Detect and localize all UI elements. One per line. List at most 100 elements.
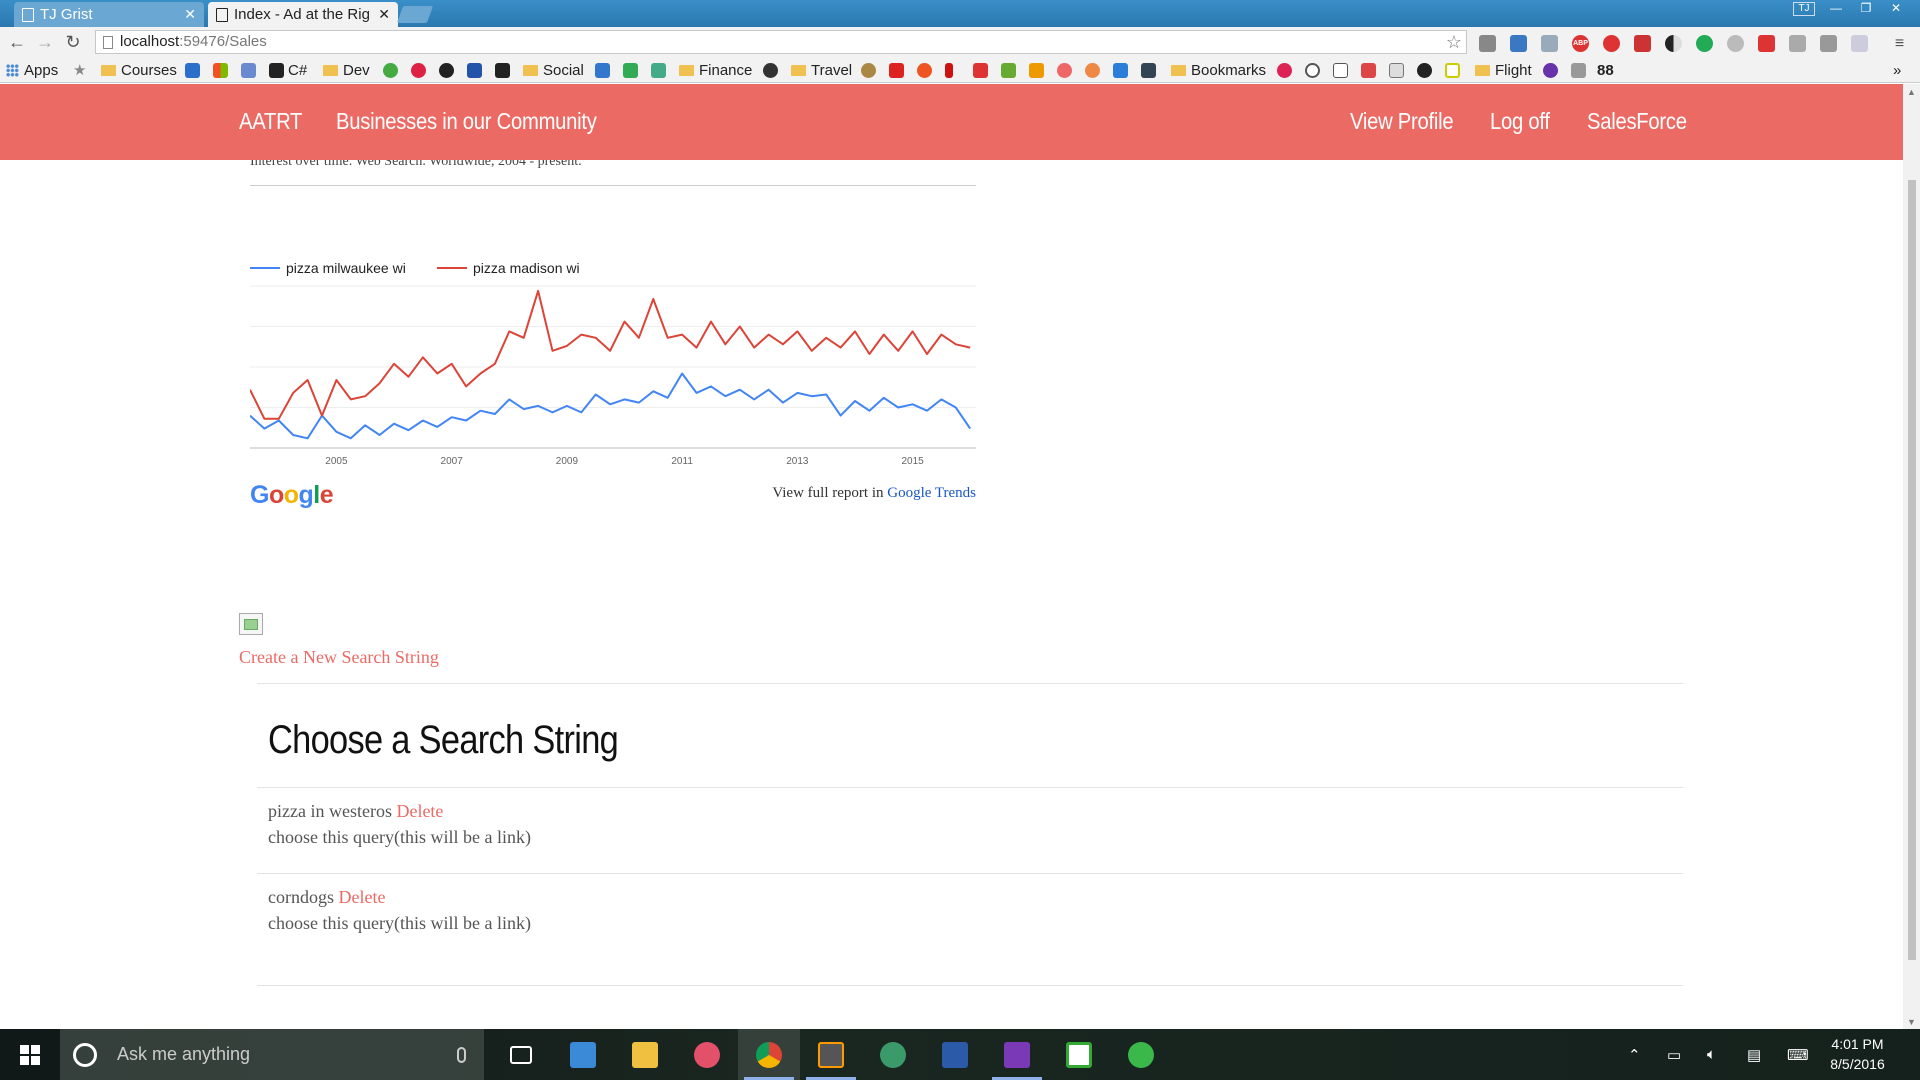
keyboard-icon[interactable]: ⌨︎ [1787,1047,1809,1064]
bookmark-nyt[interactable] [763,61,778,79]
close-icon[interactable]: ✕ [378,6,390,22]
bookmark-courses[interactable]: Courses [101,61,177,79]
atom-icon[interactable] [862,1029,924,1080]
bookmark-icon-18[interactable] [1445,61,1460,79]
pocket-extension-icon[interactable] [1603,35,1620,52]
bookmark-mail[interactable] [241,61,256,79]
bookmark-icon-17[interactable] [1417,61,1432,79]
visual-studio-icon[interactable] [986,1029,1048,1080]
bookmark-travel[interactable]: Travel [791,61,852,79]
vertical-scrollbar[interactable]: ▲ ▼ [1903,84,1920,1029]
itunes-icon[interactable] [676,1029,738,1080]
bookmark-icon-19[interactable] [1543,61,1558,79]
close-icon[interactable]: ✕ [184,6,196,22]
address-bar[interactable]: localhost:59476/Sales ☆ [95,30,1467,54]
bookmark-maps[interactable] [651,61,666,79]
m-extension-icon[interactable] [1851,35,1868,52]
cortana-search-box[interactable]: Ask me anything [60,1029,484,1080]
bookmark-icon-12[interactable] [1085,61,1100,79]
bookmark-star[interactable]: ★ [73,61,86,79]
youtube-extension-icon[interactable] [1634,35,1651,52]
bookmark-youtube[interactable] [889,61,904,79]
bookmark-star-icon[interactable]: ☆ [1445,32,1462,52]
sublime-icon[interactable] [800,1029,862,1080]
network-app-icon[interactable] [552,1029,614,1080]
bookmark-icon-7[interactable] [861,61,876,79]
bookmark-flight[interactable]: Flight [1475,61,1532,79]
bookmark-icon-13[interactable] [1141,61,1156,79]
bookmark-windows[interactable] [213,61,228,79]
back-icon[interactable]: ← [8,32,26,52]
scroll-up-icon[interactable]: ▲ [1907,87,1916,97]
bookmark-icon-10[interactable] [1001,61,1016,79]
minimize-icon[interactable]: — [1830,1,1842,15]
scrollbar-thumb[interactable] [1908,180,1916,960]
battery-icon[interactable]: ▭ [1667,1047,1682,1064]
profile-button[interactable]: TJ [1793,2,1815,16]
bookmark-icon-16[interactable] [1389,61,1404,79]
forward-icon[interactable]: → [36,32,54,52]
microphone-icon[interactable] [457,1046,466,1063]
reload-icon[interactable]: ↻ [65,32,81,52]
bookmark-bookmarks[interactable]: Bookmarks [1171,61,1266,79]
action-center-icon[interactable]: ▤ [1747,1047,1762,1064]
menu-icon[interactable]: ≡ [1894,35,1905,52]
restore-icon[interactable]: ❐ [1860,1,1872,15]
bookmark-icon-14[interactable] [1277,61,1292,79]
nav-view-profile-link[interactable]: View Profile [1350,108,1454,134]
nav-salesforce-link[interactable]: SalesForce [1587,108,1687,134]
bookmark-icon-8[interactable] [917,61,932,79]
bookmark-icon-4[interactable] [495,61,510,79]
dark-mode-extension-icon[interactable] [1665,35,1682,52]
start-button[interactable] [0,1029,60,1080]
bookmark-wikipedia[interactable] [1333,61,1348,79]
bookmark-icon-2[interactable] [411,61,426,79]
feather-extension-icon[interactable] [1541,35,1558,52]
volume-icon[interactable]: 🔈︎ [1707,1046,1717,1063]
scroll-down-icon[interactable]: ▼ [1907,1017,1916,1027]
slack-icon[interactable] [1048,1029,1110,1080]
a-extension-icon[interactable] [1789,35,1806,52]
badge-extension-icon[interactable] [1758,35,1775,52]
create-search-string-link[interactable]: Create a New Search String [239,647,439,667]
bookmark-csharp[interactable]: C# [269,61,307,79]
bookmark-dev[interactable]: Dev [323,61,370,79]
new-tab-button[interactable] [396,6,434,23]
task-view-icon[interactable] [490,1029,552,1080]
bookmark-amazon[interactable] [1029,61,1044,79]
bookmark-icon-5[interactable] [595,61,610,79]
bookmark-icon-15[interactable] [1361,61,1376,79]
bookmark-social[interactable]: Social [523,61,584,79]
bookmark-icon-1[interactable] [383,61,398,79]
bookmark-github[interactable] [439,61,454,79]
delete-link[interactable]: Delete [338,887,386,907]
chrome-icon[interactable] [738,1029,800,1080]
delete-link[interactable]: Delete [396,801,444,821]
diamond-extension-icon[interactable] [1510,35,1527,52]
adblock-icon[interactable]: ABP [1572,35,1589,52]
close-window-icon[interactable]: ✕ [1890,1,1902,15]
m-extension-icon[interactable] [1727,35,1744,52]
file-explorer-icon[interactable] [614,1029,676,1080]
bookmark-finance[interactable]: Finance [679,61,752,79]
grammarly-extension-icon[interactable] [1696,35,1713,52]
tray-chevron-icon[interactable]: ⌃ [1628,1047,1641,1064]
bookmark-icon-11[interactable] [1057,61,1072,79]
bookmarks-overflow[interactable]: » [1893,61,1901,79]
messages-icon[interactable] [1110,1029,1172,1080]
bookmark-apps[interactable]: Apps [6,61,58,79]
nav-log-off-link[interactable]: Log off [1490,108,1550,134]
tab-tj-grist[interactable]: TJ Grist ✕ [14,2,204,27]
bookmark-onedrive[interactable] [185,61,200,79]
powershell-icon[interactable] [924,1029,986,1080]
google-trends-link[interactable]: Google Trends [887,485,976,501]
bookmark-dropbox[interactable] [1113,61,1128,79]
bookmark-icon-6[interactable] [623,61,638,79]
clock[interactable]: 4:01 PM 8/5/2016 [1820,1034,1895,1074]
bookmark-icon-20[interactable] [1571,61,1586,79]
bookmark-google[interactable] [1305,61,1320,79]
drive-extension-icon[interactable] [1820,35,1837,52]
bookmark-counter[interactable]: 88 [1597,61,1614,79]
bookmark-icon-3[interactable] [467,61,482,79]
tab-index[interactable]: Index - Ad at the Rig ✕ [208,2,398,27]
